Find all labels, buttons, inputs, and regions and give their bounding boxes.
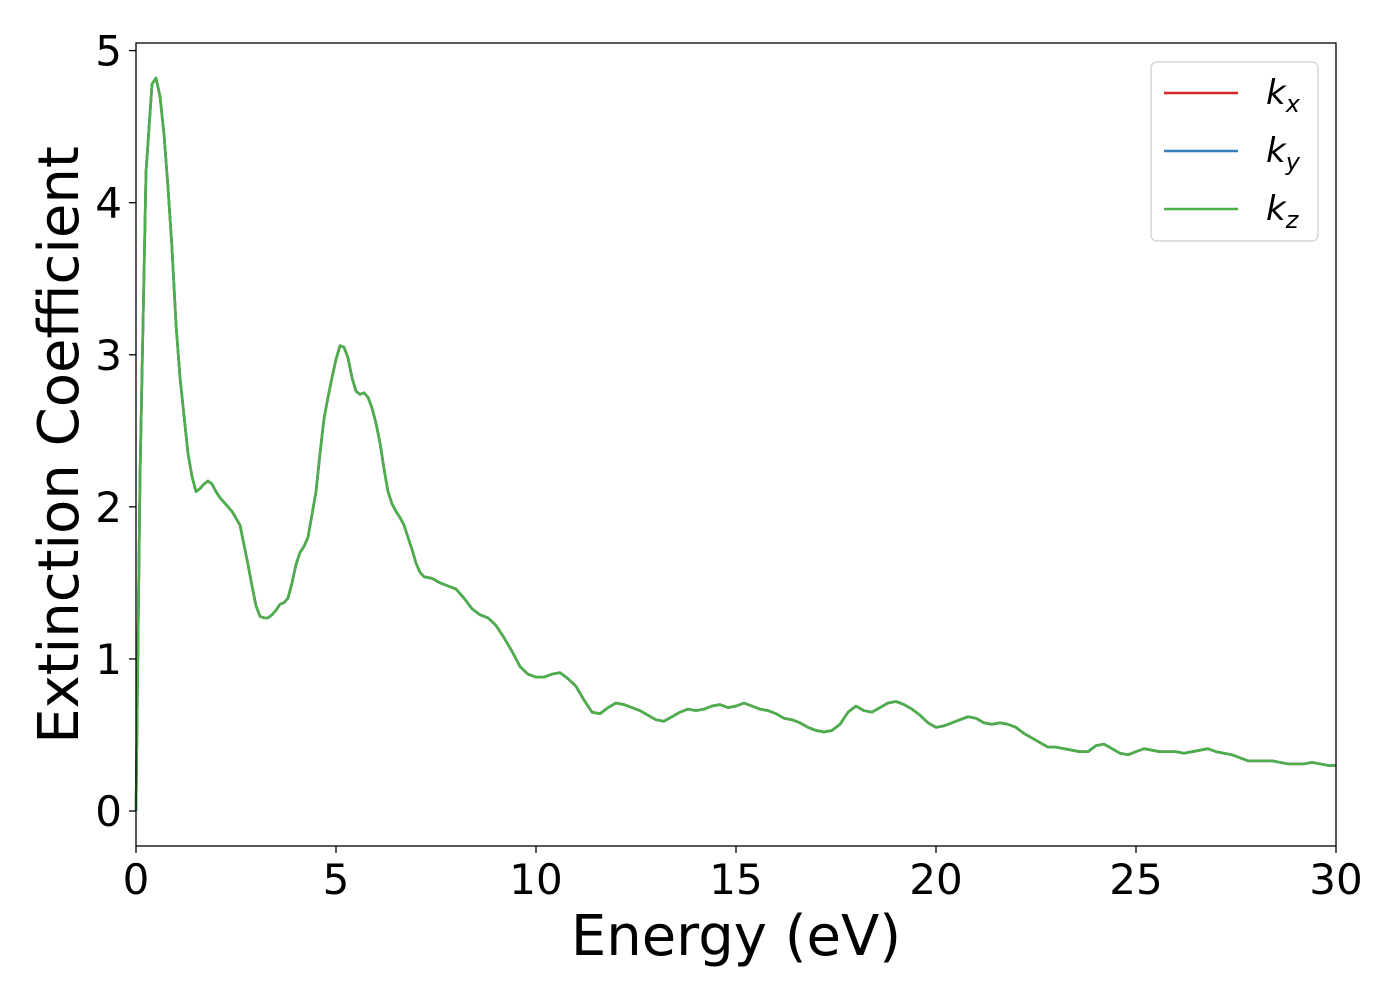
y-tick-label: 5	[95, 27, 122, 76]
y-axis-ticks: 0 1 2 3 4 5	[95, 27, 136, 836]
x-tick-label: 25	[1109, 855, 1162, 904]
x-tick-label: 0	[123, 855, 150, 904]
y-tick-label: 4	[95, 179, 122, 228]
legend-label-kx: kx	[1266, 73, 1301, 118]
legend-label-base: k	[1266, 73, 1287, 113]
x-tick-label: 10	[509, 855, 562, 904]
plot-area	[136, 43, 1336, 846]
legend-label-subscript: x	[1285, 90, 1301, 118]
legend-label-subscript: y	[1285, 148, 1301, 176]
y-tick-label: 1	[95, 635, 122, 684]
x-axis-ticks: 0 5 10 15 20 25 30	[123, 846, 1363, 904]
series-layer	[134, 76, 1336, 812]
y-tick-label: 0	[95, 787, 122, 836]
legend-label-kz: kz	[1266, 189, 1300, 234]
x-tick-label: 20	[909, 855, 962, 904]
x-axis-label: Energy (eV)	[571, 904, 901, 969]
legend-label-ky: ky	[1266, 131, 1301, 176]
legend-label-base: k	[1266, 189, 1287, 229]
y-tick-label: 2	[95, 483, 122, 532]
series-line-kz	[134, 76, 1336, 812]
x-tick-label: 15	[709, 855, 762, 904]
x-tick-label: 5	[323, 855, 350, 904]
y-tick-label: 3	[95, 331, 122, 380]
x-tick-label: 30	[1309, 855, 1362, 904]
legend-label-subscript: z	[1285, 206, 1300, 234]
legend-label-base: k	[1266, 131, 1287, 171]
y-axis-label: Extinction Coefficient	[27, 146, 92, 744]
